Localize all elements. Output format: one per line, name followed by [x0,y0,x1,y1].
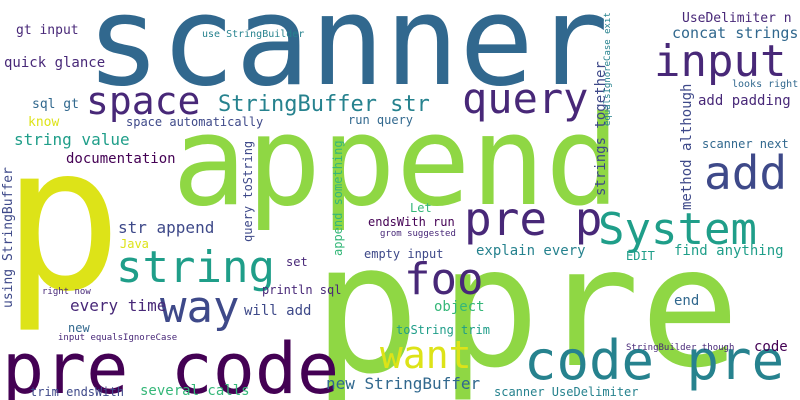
word-scanner-usedelimiter: scanner UseDelimiter [494,385,639,399]
word-append-something: append something [331,140,345,256]
word-grom-suggested: grom suggested [380,229,456,239]
word-endswith-run: endsWith run [368,215,455,229]
word-gt-input: gt input [16,23,79,38]
word-documentation: documentation [66,151,176,167]
word-know: know [28,115,60,130]
word-way: way [160,282,240,333]
word-set: set [286,255,308,269]
word-quick-glance: quick glance [4,55,106,71]
word-empty-input: empty input [364,247,444,261]
word-end: end [674,293,700,309]
word-p-big: p [2,103,123,336]
word-edit: EDIT [626,249,655,263]
word-java: Java [120,237,149,251]
word-string: string [116,242,275,293]
word-tostring-trim: toString trim [396,323,490,337]
word-sql-gt: sql gt [32,97,79,112]
word-code-small: code [754,339,788,355]
word-println-sql: println sql [262,283,342,297]
word-new-stringbuffer: new StringBuffer [326,374,481,393]
word-new: new [68,321,90,335]
word-explain-every: explain every [476,243,586,259]
word-let: Let [410,201,432,215]
word-will-add: will add [244,303,312,319]
word-str-append: str append [118,218,215,237]
word-space-automatically: space automatically [126,115,264,129]
word-usedelimiter-n: UseDelimiter n [682,11,792,26]
word-append: append [172,90,620,234]
word-find-anything: find anything [674,243,784,259]
word-equalsignorecase-exit: equalsIgnoreCase exit [603,12,613,126]
word-right-now: right now [42,287,91,297]
word-space: space [86,79,201,123]
word-want: want [380,333,472,377]
word-add: add [704,146,788,200]
word-pre-code-bottom: pre code [2,328,340,400]
word-scanner-next: scanner next [702,137,789,151]
word-code-pre: code pre [524,329,785,392]
word-foo: foo [404,254,484,305]
word-query-tostring: query toString [241,140,255,242]
word-scanner: scanner [86,0,609,114]
word-input-equalsignorecase: input equalsIgnoreCase [58,333,178,343]
word-trim-endswith: trim endsWith [30,385,124,399]
word-system: System [598,204,757,255]
word-stringbuilder-though: StringBuilder though [626,343,735,353]
word-run-query: run query [348,113,414,127]
word-every-time: every time [70,296,167,315]
word-several-calls: several calls [140,383,250,399]
word-looks-right: looks right [732,79,799,90]
word-object: object [434,299,485,315]
word-pre-big: pre [440,212,740,400]
word-using-stringbuffer: using StringBuffer [1,167,16,308]
word-use-stringbuilder: use StringBuilder [202,29,305,40]
word-concat-strings: concat strings [672,24,799,42]
word-string-value: string value [14,130,130,149]
word-method-although: method although [679,83,695,210]
word-pre-p: pre p [464,192,603,246]
word-p-mid: p [312,205,421,400]
word-stringbuffer-str: StringBuffer str [218,92,430,117]
word-add-padding: add padding [698,93,791,109]
word-query: query [462,74,589,123]
word-input-big: input [654,36,787,87]
